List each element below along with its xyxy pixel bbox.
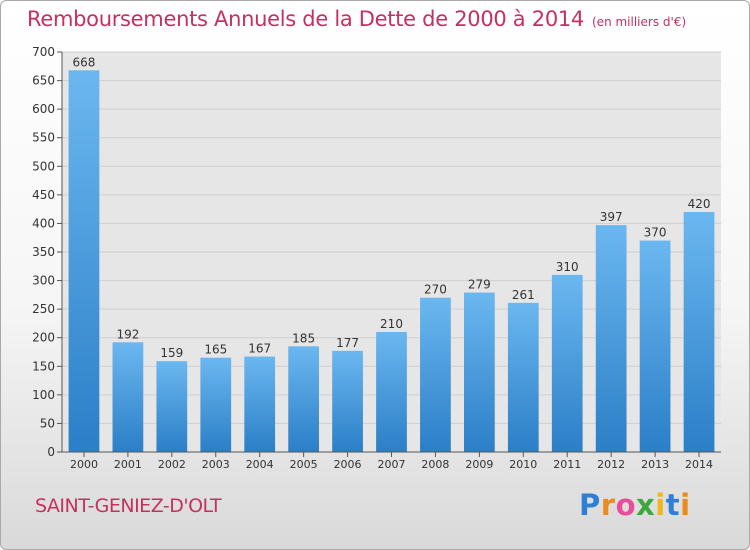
bar-value-label: 420 <box>688 197 711 211</box>
bar-value-label: 185 <box>292 331 315 345</box>
x-tick-label: 2007 <box>378 458 406 471</box>
bar-value-label: 177 <box>336 336 359 350</box>
bar-2006 <box>332 350 363 452</box>
y-axis-ticks: 0 50 100 150 200 250 300 350 400 450 500 550 600 650 7… <box>32 45 63 459</box>
bar-2001 <box>112 342 144 452</box>
unit-note: (en milliers d'€) <box>592 15 687 29</box>
logo-letter: t <box>665 488 681 522</box>
bar-value-label: 310 <box>556 260 579 274</box>
bar-2005 <box>288 346 320 452</box>
logo-letter: P <box>579 488 601 522</box>
chart-title: Remboursements Annuels de la Dette de 20… <box>27 7 686 31</box>
bar-2014 <box>683 212 715 452</box>
logo-letter: i <box>680 488 691 522</box>
y-tick-label: 650 <box>32 74 55 88</box>
x-tick-label: 2005 <box>290 458 318 471</box>
bars: 668 192 159 165 167 185 177 210 270 279 261 310 397 3… <box>68 55 715 453</box>
bar-value-label: 370 <box>644 226 667 240</box>
bar-2000 <box>68 70 100 453</box>
proxiti-logo: Proxiti <box>579 488 691 522</box>
x-tick-label: 2003 <box>202 458 230 471</box>
x-tick-label: 2006 <box>334 458 362 471</box>
bar-value-label: 159 <box>160 346 183 360</box>
bar-value-label: 270 <box>424 283 447 297</box>
y-tick-label: 200 <box>32 331 55 345</box>
bar-value-label: 192 <box>116 327 139 341</box>
x-tick-label: 2008 <box>421 458 449 471</box>
x-tick-label: 2013 <box>641 458 669 471</box>
y-tick-label: 0 <box>47 445 55 459</box>
y-tick-label: 550 <box>32 131 55 145</box>
x-tick-label: 2009 <box>465 458 493 471</box>
commune-name: SAINT-GENIEZ-D'OLT <box>35 495 222 517</box>
x-tick-label: 2004 <box>246 458 274 471</box>
bar-value-label: 165 <box>204 343 227 357</box>
bar-2002 <box>156 361 188 452</box>
x-tick-label: 2012 <box>597 458 625 471</box>
y-tick-label: 50 <box>40 416 55 430</box>
y-tick-label: 600 <box>32 102 55 116</box>
y-tick-label: 300 <box>32 274 55 288</box>
x-tick-label: 2001 <box>114 458 142 471</box>
x-tick-label: 2010 <box>509 458 537 471</box>
chart-title-text: Remboursements Annuels de la Dette de 20… <box>27 7 584 31</box>
bar-value-label: 167 <box>248 342 271 356</box>
logo-letter: i <box>655 488 666 522</box>
bar-2011 <box>551 274 583 452</box>
x-tick-label: 2000 <box>70 458 98 471</box>
bar-2004 <box>244 356 276 452</box>
bar-value-label: 210 <box>380 317 403 331</box>
bar-2007 <box>376 332 407 452</box>
y-tick-label: 450 <box>32 188 55 202</box>
y-tick-label: 400 <box>32 216 55 230</box>
bar-2003 <box>200 357 232 452</box>
logo-letter: x <box>636 488 656 522</box>
x-tick-label: 2011 <box>553 458 581 471</box>
bar-2013 <box>639 240 671 452</box>
y-tick-label: 500 <box>32 159 55 173</box>
bar-2009 <box>463 292 495 452</box>
y-tick-label: 250 <box>32 302 55 316</box>
y-tick-label: 100 <box>32 388 55 402</box>
bar-2008 <box>420 297 451 452</box>
bar-value-label: 279 <box>468 278 491 292</box>
y-tick-label: 150 <box>32 359 55 373</box>
x-axis-ticks: 2000 2001 2002 2003 2004 2005 2006 2007 2008 2009… <box>70 452 713 471</box>
logo-letter: o <box>615 488 637 522</box>
bar-2010 <box>507 302 539 452</box>
bar-value-label: 668 <box>73 55 96 69</box>
bar-value-label: 261 <box>512 288 535 302</box>
logo-letter: r <box>600 488 616 522</box>
y-tick-label: 700 <box>32 45 55 59</box>
x-tick-label: 2014 <box>685 458 713 471</box>
x-tick-label: 2002 <box>158 458 186 471</box>
bar-2012 <box>595 225 627 452</box>
y-tick-label: 350 <box>32 245 55 259</box>
bar-value-label: 397 <box>600 210 623 224</box>
